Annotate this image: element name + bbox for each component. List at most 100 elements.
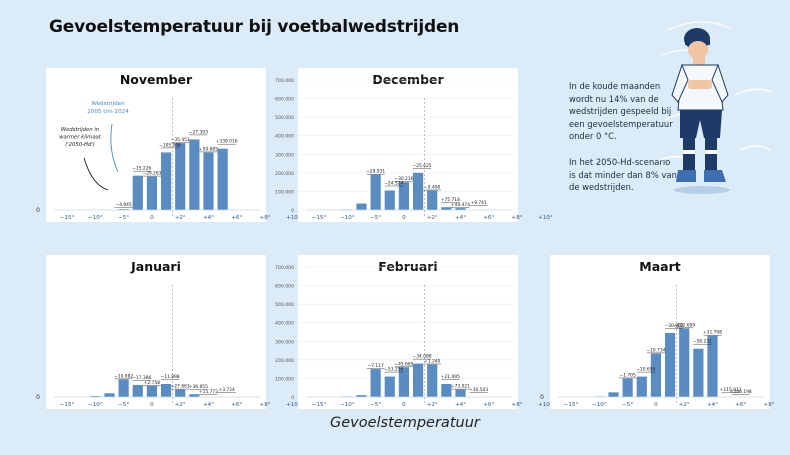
chart-3-bar: [455, 389, 466, 397]
chart-3-xtick-label: +6°: [483, 402, 494, 408]
chart-0-data-label: −27.393: [189, 129, 208, 135]
chart-1-xtick-label: 0: [402, 215, 406, 221]
chart-2-data-label: +15.772: [199, 389, 218, 395]
chart-4-data-label: +31.798: [703, 330, 722, 336]
chart-3-data-label: +21.095: [441, 374, 460, 380]
chart-2-bar: [175, 389, 186, 397]
chart-3-bar: [384, 376, 395, 397]
chart-3-bar: [412, 363, 424, 397]
chart-4-data-label: −10.654: [636, 367, 655, 373]
chart-1-data-label: −25.625: [413, 163, 432, 169]
chart-0-bar: [175, 143, 186, 210]
chart-3-xtick-label: +4°: [455, 402, 466, 408]
chart-2-panel-bg: [46, 255, 266, 409]
side-text-paragraph-1: In de koude maanden wordt nu 14% van de …: [569, 81, 673, 142]
chart-1-bar: [370, 174, 381, 210]
chart-1-bar: [427, 190, 438, 210]
chart-0-xtick-label: +4°: [203, 215, 214, 221]
chart-1-bar: [398, 182, 410, 210]
chart-2-xtick-label: +10°: [286, 402, 301, 408]
chart-4-bar: [679, 328, 690, 397]
chart-4-bar: [650, 353, 662, 397]
chart-2-ytick-label: 0: [36, 394, 40, 401]
chart-4-xtick-label: −5°: [622, 402, 633, 408]
chart-1-xtick-label: +8°: [512, 215, 523, 221]
chart-0-data-label: −105.006: [159, 142, 181, 148]
chart-3-ytick-label: 200.000: [275, 358, 294, 364]
chart-0-xtick-label: +10°: [286, 215, 301, 221]
chart-0-xtick-label: +6°: [231, 215, 242, 221]
chart-0-bar: [146, 176, 158, 210]
chart-3-ytick-label: 700.000: [275, 265, 294, 271]
chart-4-data-label: −102.699: [673, 322, 695, 328]
chart-0-data-label: −29.263: [142, 171, 161, 177]
chart-4-xtick-label: −15°: [564, 402, 579, 408]
chart-1-ytick-label: 300.000: [275, 152, 294, 158]
chart-1-ytick-label: 600.000: [275, 97, 294, 103]
chart-4-data-label: −58.231: [693, 339, 712, 345]
chart-2-data-label: −17.386: [132, 375, 151, 381]
chart-3-bar: [427, 364, 438, 397]
chart-0-bar: [118, 209, 129, 210]
chart-1-xtick-label: −5°: [370, 215, 381, 221]
chart-4-data-label: −16.734: [646, 347, 665, 353]
chart-3-bar: [356, 395, 367, 397]
chart-3-ytick-label: 600.000: [275, 284, 294, 290]
chart-4-xtick-label: +6°: [735, 402, 746, 408]
page-title: Gevoelstemperatuur bij voetbalwedstrijde…: [49, 17, 460, 37]
chart-0-data-label: −35.451: [171, 137, 190, 143]
chart-3-title: Februari: [378, 259, 437, 274]
chart-2-bar: [132, 384, 143, 397]
chart-4-data-label: +115.011: [720, 387, 742, 393]
chart-1-ytick-label: 0: [291, 208, 294, 214]
chart-2-data-label: −10.982: [114, 373, 133, 379]
chart-2-bar: [104, 393, 115, 397]
chart-4-data-label: +206.198: [730, 389, 752, 395]
chart-4-bar: [707, 335, 718, 397]
future-annotation-line: warmer klimaat: [59, 135, 102, 141]
chart-1-data-label: −29.931: [366, 169, 385, 175]
chart-0-data-label: +339.016: [216, 139, 238, 145]
chart-1-data-label: +49.474: [451, 202, 470, 208]
chart-3-data-label: −45.685: [394, 361, 413, 367]
future-annotation-line: ('2050-Hd'): [65, 142, 95, 148]
future-arrow-icon: [83, 157, 109, 191]
chart-1-ytick-label: 700.000: [275, 78, 294, 84]
chart-1-bar: [412, 172, 424, 210]
chart-2-data-label: +2.758: [144, 380, 160, 386]
chart-1-ytick-label: 100.000: [275, 189, 294, 195]
chart-1-xtick-label: +6°: [483, 215, 494, 221]
chart-4-xtick-label: +4°: [707, 402, 718, 408]
chart-0-bar: [132, 175, 143, 210]
chart-4-xtick-label: −10°: [592, 402, 607, 408]
chart-0-data-label: −4.945: [116, 202, 132, 208]
chart-1-xtick-label: +10°: [538, 215, 553, 221]
chart-1-data-label: −9.490: [424, 185, 440, 191]
chart-2-data-label: +3.724: [219, 387, 235, 393]
chart-0-xtick-label: −5°: [118, 215, 129, 221]
chart-3-data-label: −7.117: [368, 363, 384, 369]
chart-3-ytick-label: 100.000: [275, 376, 294, 382]
chart-1-xtick-label: −15°: [312, 215, 327, 221]
chart-0-bar: [189, 139, 200, 210]
chart-0-bar: [160, 152, 172, 210]
chart-4-bar: [693, 348, 704, 397]
chart-3-xtick-label: +10°: [538, 402, 553, 408]
chart-2-bar: [189, 394, 200, 397]
chart-3-data-label: −34.088: [413, 354, 432, 360]
chart-1-bar: [356, 203, 367, 210]
chart-4-bar: [608, 392, 619, 397]
chart-1-xtick-label: +4°: [455, 215, 466, 221]
chart-3-xtick-label: −5°: [370, 402, 381, 408]
observed-annotation-line: Wedstrijden: [91, 101, 125, 107]
chart-0-xtick-label: −10°: [88, 215, 103, 221]
chart-2-xtick-label: +2°: [175, 402, 186, 408]
chart-1-ytick-label: 500.000: [275, 115, 294, 121]
chart-1-xtick-label: −10°: [340, 215, 355, 221]
chart-4-data-label: −1.705: [620, 372, 636, 378]
chart-2-bar: [160, 384, 172, 397]
chart-0-xtick-label: +8°: [260, 215, 271, 221]
chart-1-bar: [384, 190, 395, 210]
chart-1-ytick-label: 400.000: [275, 134, 294, 140]
